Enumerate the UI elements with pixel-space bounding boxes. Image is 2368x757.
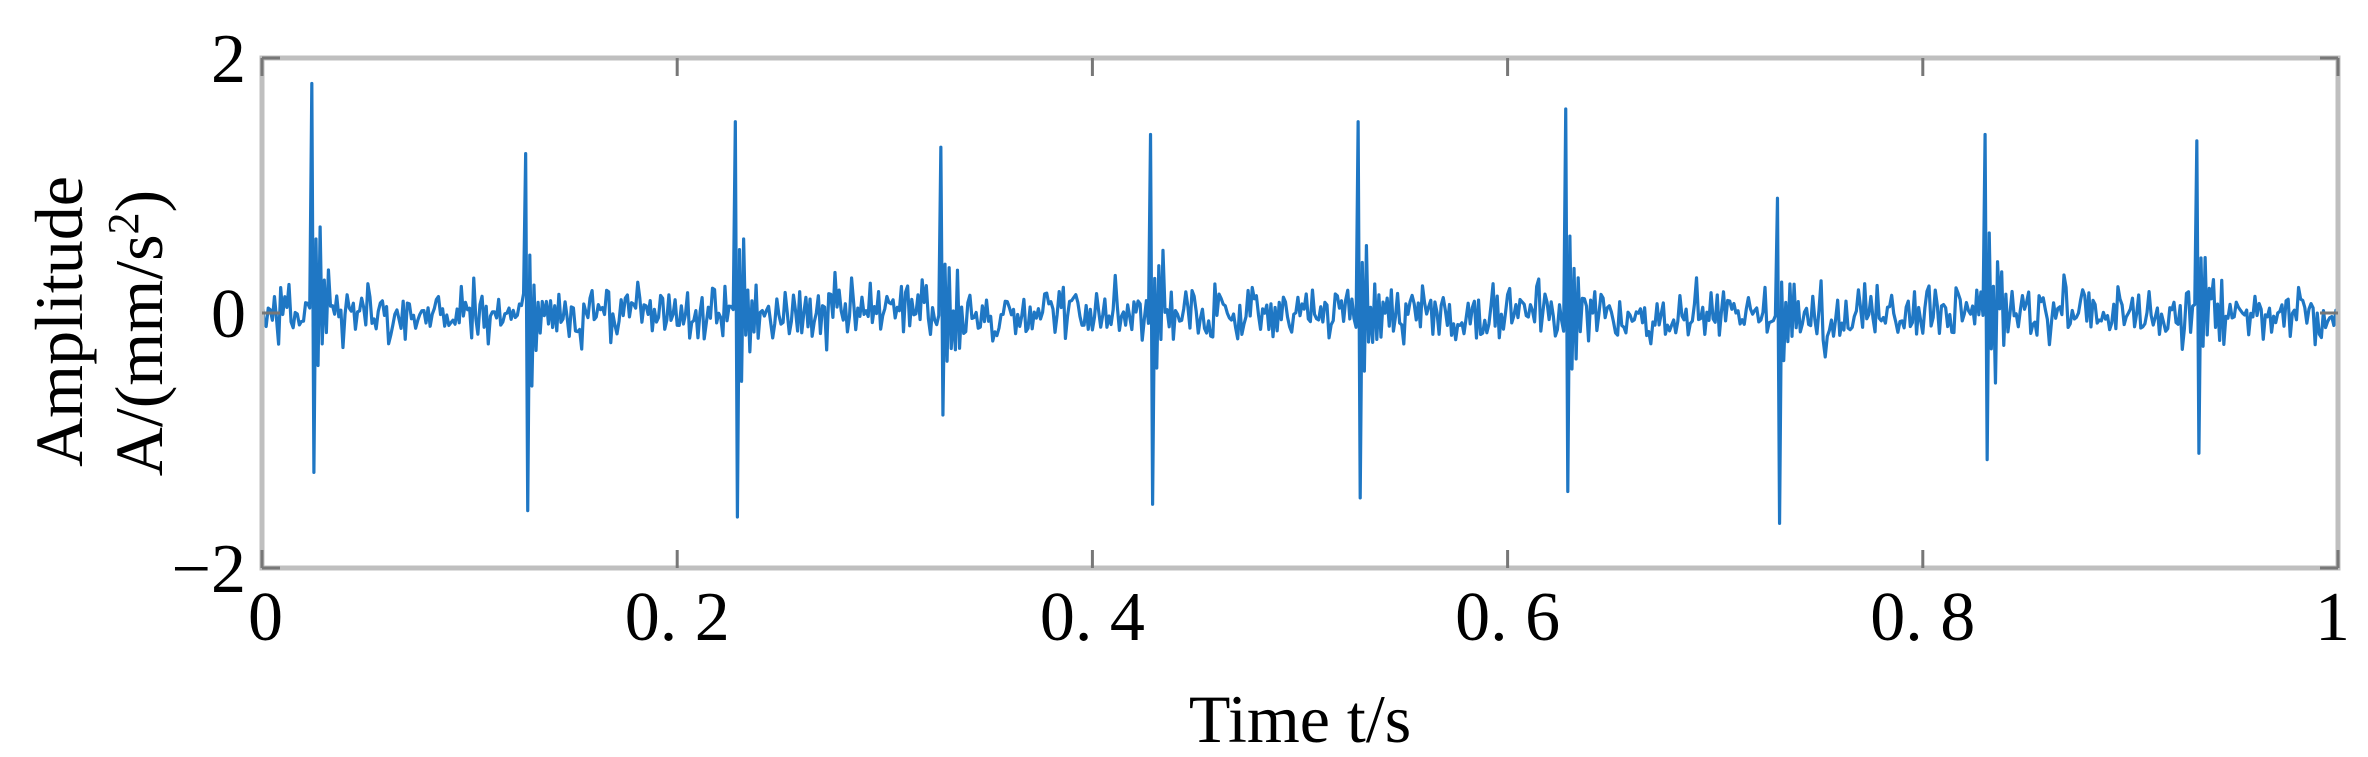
x-tick-label-1: 0. 2: [625, 579, 730, 656]
y-axis-label-close: ): [101, 190, 177, 213]
y-axis-label-line-1: Amplitude: [21, 176, 97, 467]
y-axis-label-line-2: A/(mm/s: [101, 234, 177, 476]
x-tick-label-3: 0. 6: [1455, 579, 1560, 656]
y-axis-label: Amplitude A/(mm/s2): [21, 159, 177, 476]
x-tick-label-2: 0. 4: [1040, 579, 1145, 656]
y-tick-label-1: 0: [211, 276, 246, 353]
y-tick-label-0: −2: [172, 531, 246, 608]
plot-area: [259, 55, 2341, 571]
x-axis-label: Time t/s: [1189, 681, 1411, 757]
x-tick-label-4: 0. 8: [1870, 579, 1975, 656]
series-layer: [262, 81, 2338, 525]
x-tick-label-5: 1: [2315, 579, 2350, 656]
y-tick-label-2: 2: [211, 21, 246, 98]
series-line-0: [262, 81, 2338, 525]
ticks-layer: 0 0. 2 0. 4 0. 6 0. 8 1−202: [172, 21, 2350, 656]
x-tick-label-0: 0: [248, 579, 283, 656]
y-axis-label-superscript: 2: [99, 212, 148, 234]
